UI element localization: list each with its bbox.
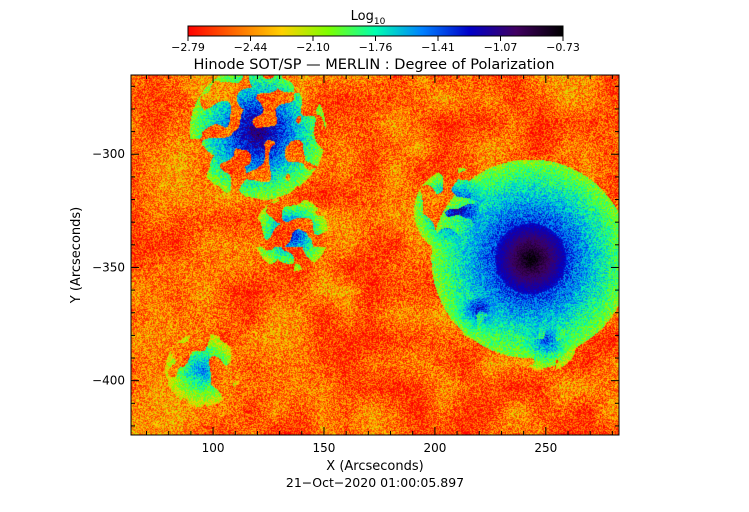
colorbar-label: Log10 [351,9,386,27]
heatmap-image [131,75,619,435]
y-tick-label: −400 [92,374,125,388]
axis-ticks: 100 150 200 250 −300 −350 −400 [92,75,619,455]
colorbar [187,25,564,37]
x-tick-label: 100 [202,441,225,455]
x-axis-label: X (Arcseconds) [326,459,423,474]
colorbar-tick-label: −1.41 [421,41,455,54]
colorbar-tick-label: −2.44 [234,41,268,54]
plot-frame [130,74,620,436]
colorbar-tick-label: −0.73 [546,41,580,54]
y-tick-label: −300 [92,147,125,161]
colorbar-tick-label: −2.10 [296,41,330,54]
x-tick-label: 150 [313,441,336,455]
y-tick-label: −350 [92,260,125,274]
colorbar-ticks: −2.79 −2.44 −2.10 −1.76 −1.41 −1.07 −0.73 [171,36,580,54]
colorbar-tick-label: −1.07 [484,41,518,54]
y-axis-label: Y (Arcseconds) [69,207,84,304]
colorbar-tick-label: −1.76 [359,41,393,54]
colorbar-tick-label: −2.79 [171,41,205,54]
x-tick-label: 250 [534,441,557,455]
chart-title: Hinode SOT/SP — MERLIN : Degree of Polar… [193,57,554,73]
x-tick-label: 200 [423,441,446,455]
timestamp: 21−Oct−2020 01:00:05.897 [286,475,464,490]
